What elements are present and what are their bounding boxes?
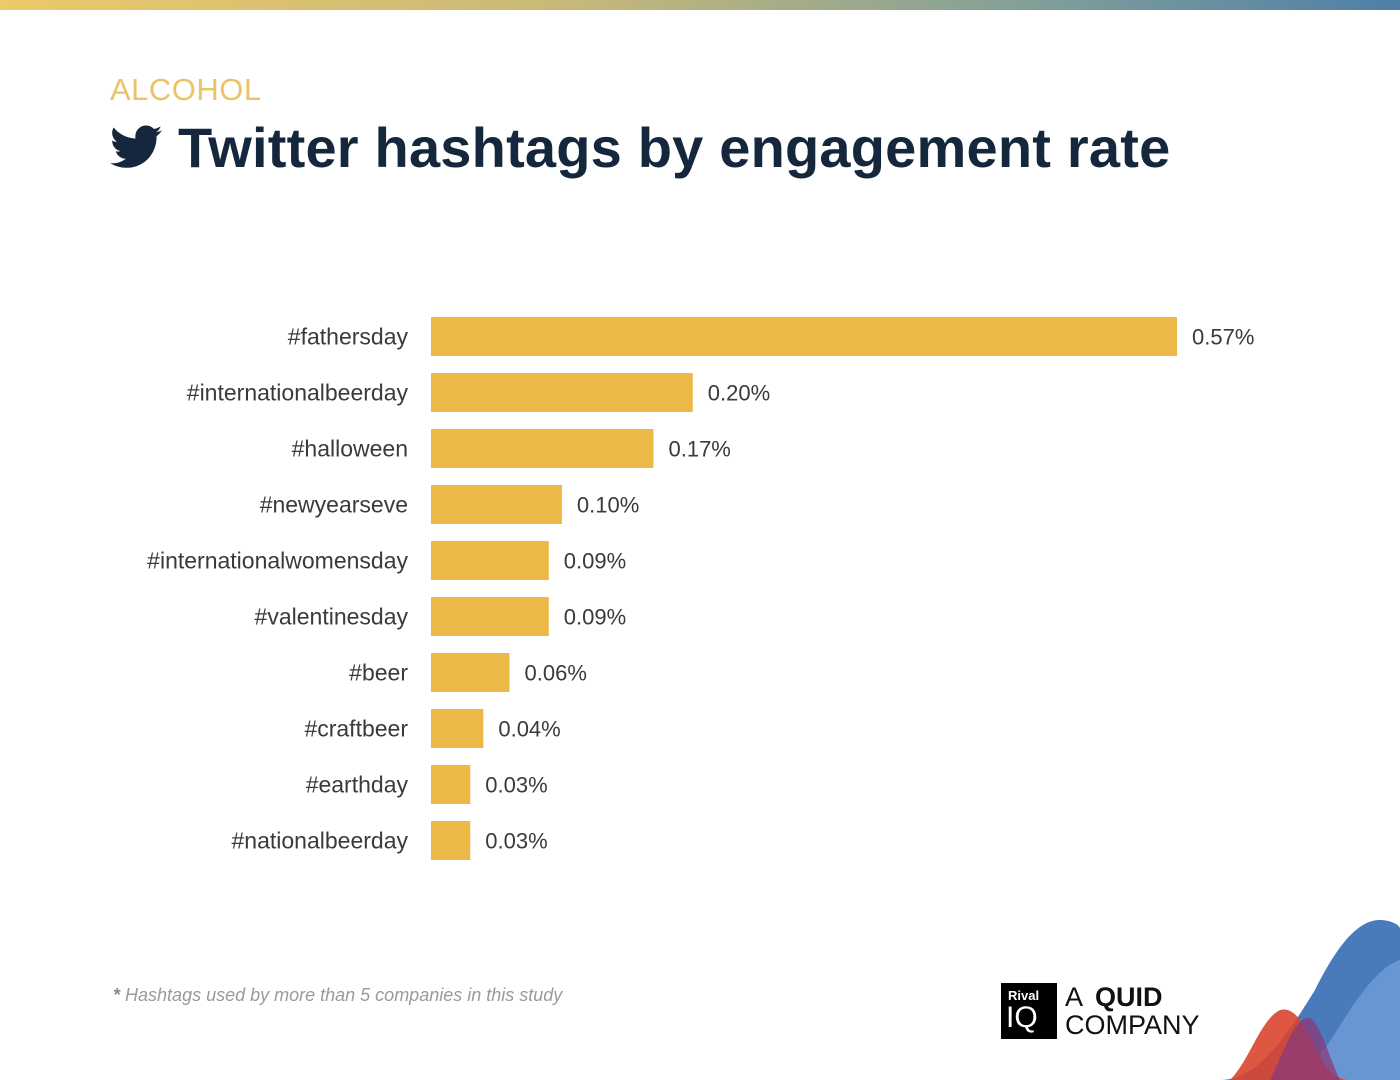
footnote-text: Hashtags used by more than 5 companies i…	[125, 985, 563, 1005]
value-label: 0.10%	[577, 493, 639, 518]
value-label: 0.04%	[498, 717, 560, 742]
bar	[431, 541, 549, 580]
category-label: #fathersday	[288, 324, 409, 350]
tagline-company: COMPANY	[1065, 1010, 1200, 1040]
value-label: 0.17%	[668, 437, 730, 462]
category-label: #newyearseve	[260, 492, 408, 518]
category-label: #valentinesday	[255, 604, 409, 630]
footnote: * Hashtags used by more than 5 companies…	[113, 985, 562, 1006]
category-label: #earthday	[306, 772, 409, 798]
tagline-quid: QUID	[1095, 982, 1163, 1012]
bar	[431, 765, 471, 804]
logo-rival-text: Rival	[1008, 988, 1040, 1003]
logo-iq-text: IQ	[1006, 1001, 1038, 1034]
bar	[431, 485, 562, 524]
bar	[431, 597, 549, 636]
category-label: #craftbeer	[304, 716, 408, 742]
top-gradient-stripe	[0, 0, 1400, 10]
category-label: #beer	[349, 660, 408, 686]
category-label: #nationalbeerday	[232, 828, 409, 854]
bar	[431, 317, 1177, 356]
tagline-a: A	[1065, 982, 1084, 1012]
decorative-waves	[1220, 920, 1400, 1080]
value-label: 0.57%	[1192, 325, 1254, 350]
value-label: 0.09%	[564, 605, 626, 630]
value-label: 0.09%	[564, 549, 626, 574]
value-label: 0.03%	[485, 829, 547, 854]
value-label: 0.06%	[525, 661, 587, 686]
category-label: #internationalwomensday	[147, 548, 408, 574]
category-label: ALCOHOL	[110, 72, 262, 107]
category-label: #halloween	[292, 436, 408, 462]
bars-layer: #fathersday 0.57% #internationalbeerday 0.2…	[147, 317, 1254, 860]
title-row: Twitter hashtags by engagement rate	[110, 112, 1170, 182]
bar	[431, 373, 693, 412]
twitter-bird-icon	[110, 125, 162, 168]
value-label: 0.20%	[708, 381, 770, 406]
bar	[431, 709, 484, 748]
category-label: #internationalbeerday	[187, 380, 409, 406]
footnote-star: *	[113, 985, 121, 1005]
chart-title: Twitter hashtags by engagement rate	[178, 115, 1171, 179]
rival-iq-logo: Rival IQ	[1001, 983, 1057, 1039]
bar	[431, 653, 510, 692]
value-label: 0.03%	[485, 773, 547, 798]
bar	[431, 821, 471, 860]
bar	[431, 429, 654, 468]
